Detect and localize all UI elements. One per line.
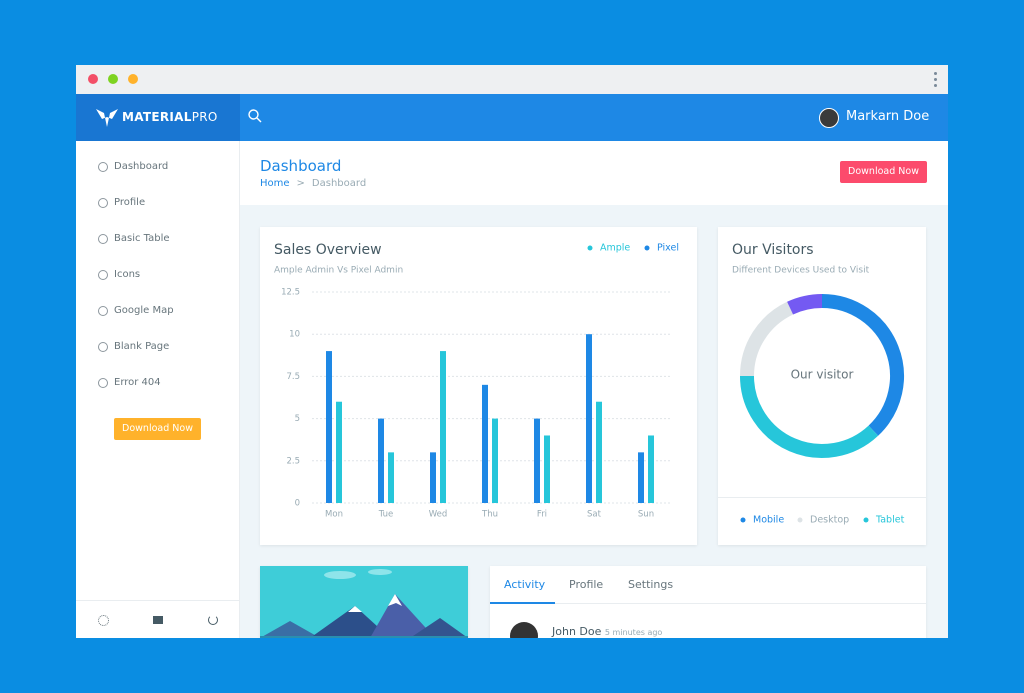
menu-icon xyxy=(98,162,108,172)
tab-underline xyxy=(490,602,555,604)
breadcrumb-current: Dashboard xyxy=(311,178,367,189)
menu-item[interactable]: Error 404 xyxy=(114,377,161,388)
breadcrumb-home[interactable]: Home xyxy=(260,178,290,189)
sidebar-footer xyxy=(76,600,240,638)
logo-area: MATERIALPRO xyxy=(76,94,240,141)
close-dot[interactable] xyxy=(88,74,98,84)
menu-dots[interactable] xyxy=(934,72,937,75)
min-dot[interactable] xyxy=(128,74,138,84)
tab[interactable]: Settings xyxy=(628,578,674,591)
mail-icon[interactable] xyxy=(153,616,163,624)
activity-name: John Doe xyxy=(552,625,602,638)
search-icon[interactable] xyxy=(248,109,262,123)
menu-item[interactable]: Icons xyxy=(114,269,141,280)
activity-avatar xyxy=(510,622,538,638)
settings-icon[interactable] xyxy=(98,615,109,626)
max-dot[interactable] xyxy=(108,74,118,84)
sidebar: Dashboard Profile Basic Table Icons Google M… xyxy=(76,141,240,638)
menu-icon xyxy=(98,306,108,316)
divider xyxy=(718,497,926,498)
breadcrumb-sep: > xyxy=(296,178,305,189)
tab[interactable]: Profile xyxy=(569,578,604,591)
menu-item[interactable]: Blank Page xyxy=(114,341,170,352)
header-button[interactable]: Download Now xyxy=(840,161,927,183)
sidebar-button[interactable]: Download Now xyxy=(114,418,201,440)
topbar: MATERIALPRO Markarn Doe xyxy=(76,94,948,141)
user-name[interactable]: Markarn Doe xyxy=(846,109,930,124)
menu-item[interactable]: Basic Table xyxy=(114,233,170,244)
menu-icon xyxy=(98,234,108,244)
tab[interactable]: Activity xyxy=(504,578,546,591)
activity-item: John Doe 5 minutes ago xyxy=(552,625,662,638)
menu-icon xyxy=(98,270,108,280)
brand: MATERIALPRO xyxy=(122,110,218,124)
title-bar xyxy=(76,65,948,94)
menu-item[interactable]: Google Map xyxy=(114,305,174,316)
visitors-card xyxy=(718,227,926,545)
image-card xyxy=(260,566,468,638)
sales-card xyxy=(260,227,697,545)
activity-card: Activity Profile Settings John Doe 5 minut… xyxy=(490,566,926,638)
menu-item[interactable]: Dashboard xyxy=(114,161,169,172)
browser-window: MATERIALPRO Markarn Doe Dashboard Profile… xyxy=(76,65,948,638)
breadcrumb: Home > Dashboard xyxy=(260,178,366,189)
activity-time: 5 minutes ago xyxy=(604,628,663,637)
page-title: Dashboard xyxy=(260,157,342,175)
user-avatar[interactable] xyxy=(819,108,839,128)
logo-icon xyxy=(96,109,118,127)
menu-icon xyxy=(98,198,108,208)
menu-icon xyxy=(98,378,108,388)
brand-main: MATERIAL xyxy=(122,110,192,124)
power-icon[interactable] xyxy=(208,615,218,625)
brand-accent: PRO xyxy=(191,110,218,124)
tab-border xyxy=(490,603,926,604)
mountain-image xyxy=(260,569,468,638)
page-header: Dashboard Home > Dashboard Download Now xyxy=(240,141,948,205)
menu-item[interactable]: Profile xyxy=(114,197,146,208)
menu-icon xyxy=(98,342,108,352)
